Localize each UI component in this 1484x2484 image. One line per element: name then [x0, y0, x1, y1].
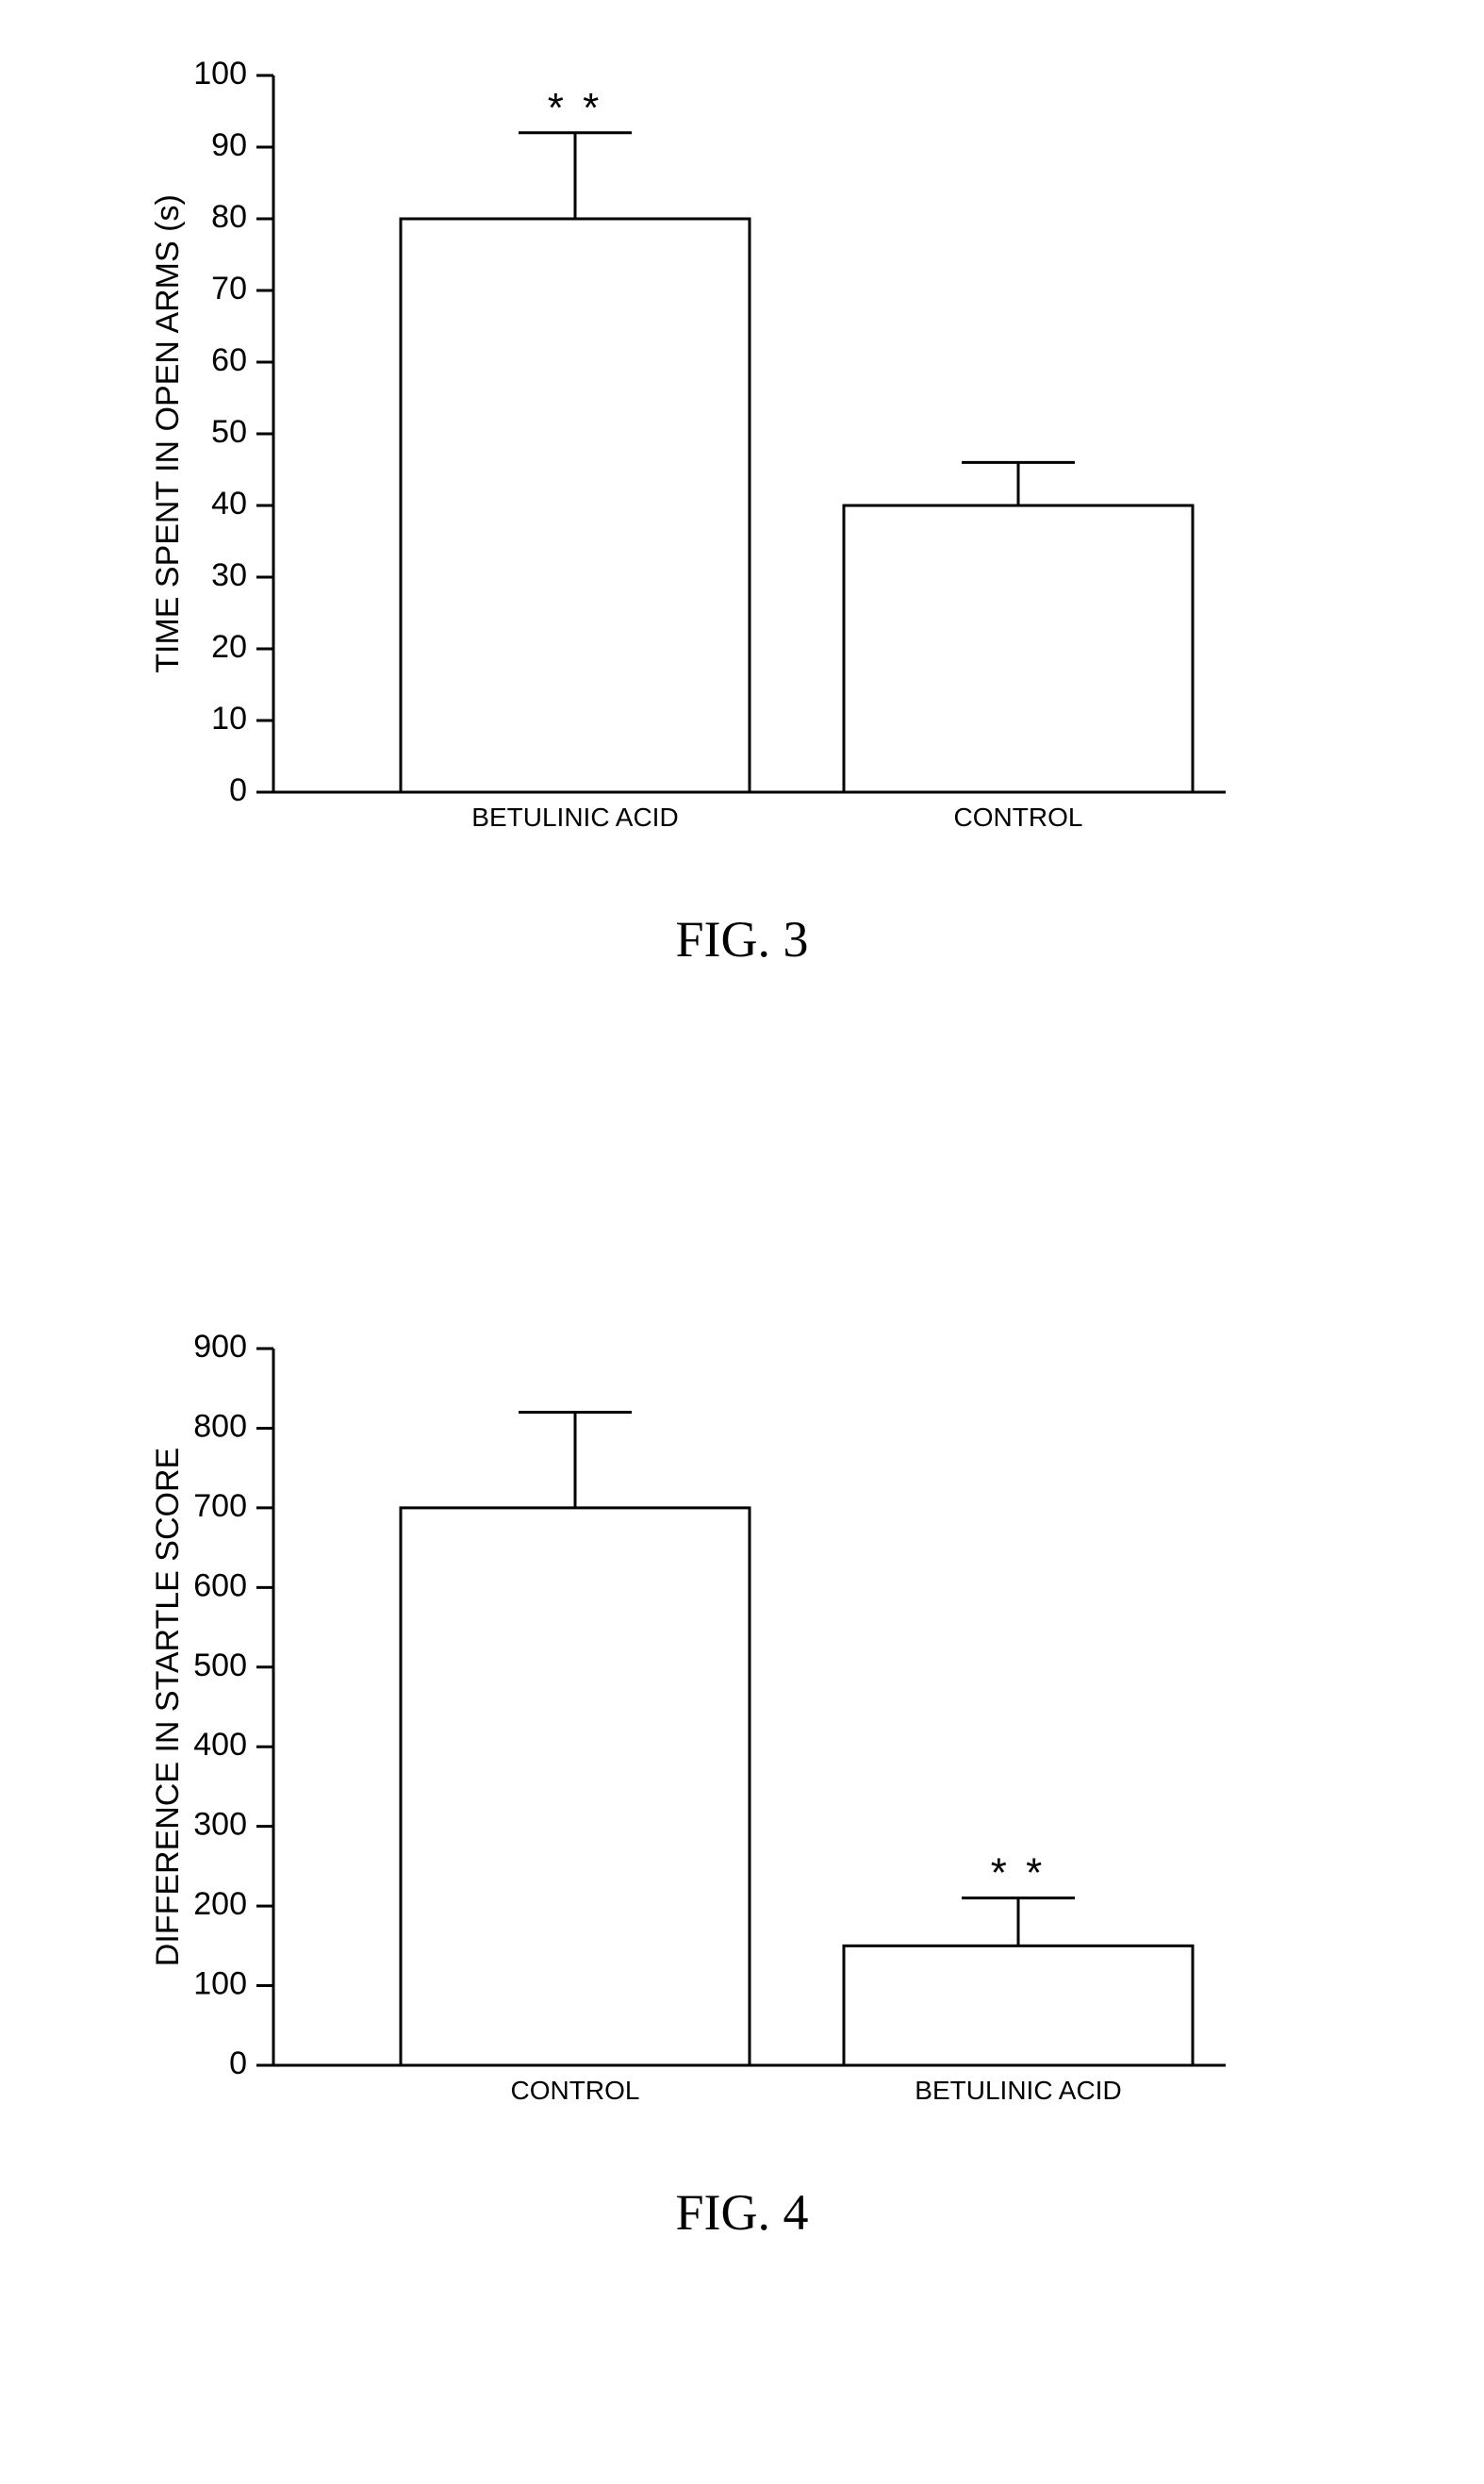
bar: [844, 1946, 1193, 2065]
y-tick-label: 90: [211, 127, 247, 163]
y-tick-label: 100: [193, 1966, 247, 2002]
category-label: BETULINIC ACID: [915, 2076, 1121, 2105]
y-tick-label: 30: [211, 557, 247, 593]
significance-marker: * *: [548, 85, 602, 131]
y-tick-label: 70: [211, 271, 247, 306]
y-tick-label: 0: [229, 772, 247, 808]
y-tick-label: 0: [229, 2045, 247, 2081]
y-tick-label: 400: [193, 1727, 247, 1763]
y-axis-title: TIME SPENT IN OPEN ARMS (s): [150, 194, 186, 673]
figure-4-block: 0 100 200 300 400 500 600 700 800 900 DIFFERENCE I…: [141, 1311, 1273, 2164]
category-label: CONTROL: [511, 2076, 640, 2105]
figure-3-block: 0 10 20 30 40 50 60 70 80 90 100 TIME SPENT IN OPEN…: [141, 38, 1273, 891]
y-tick-label: 700: [193, 1488, 247, 1524]
figure-3-chart: 0 10 20 30 40 50 60 70 80 90 100 TIME SPENT IN OPEN…: [141, 38, 1273, 886]
category-label: CONTROL: [954, 803, 1083, 832]
figure-4-caption: FIG. 4: [0, 2183, 1484, 2242]
y-tick-label: 80: [211, 199, 247, 235]
y-tick-label: 50: [211, 414, 247, 450]
figure-4-chart: 0 100 200 300 400 500 600 700 800 900 DIFFERENCE I…: [141, 1311, 1273, 2160]
y-tick-label: 10: [211, 701, 247, 737]
y-tick-label: 20: [211, 629, 247, 665]
y-tick-label: 500: [193, 1648, 247, 1683]
y-tick-label: 40: [211, 486, 247, 522]
y-tick-label: 600: [193, 1567, 247, 1603]
y-axis-title: DIFFERENCE IN STARTLE SCORE: [150, 1448, 186, 1966]
y-tick-label: 900: [193, 1329, 247, 1365]
significance-marker: * *: [991, 1850, 1046, 1896]
bar: [401, 1508, 750, 2065]
category-label: BETULINIC ACID: [471, 803, 678, 832]
page: 0 10 20 30 40 50 60 70 80 90 100 TIME SPENT IN OPEN…: [0, 0, 1484, 2484]
figure-3-caption: FIG. 3: [0, 910, 1484, 969]
y-tick-label: 300: [193, 1807, 247, 1843]
y-tick-label: 100: [193, 56, 247, 91]
y-tick-label: 800: [193, 1408, 247, 1444]
y-tick-label: 200: [193, 1886, 247, 1922]
bar: [844, 505, 1193, 792]
y-tick-label: 60: [211, 342, 247, 378]
bar: [401, 219, 750, 792]
